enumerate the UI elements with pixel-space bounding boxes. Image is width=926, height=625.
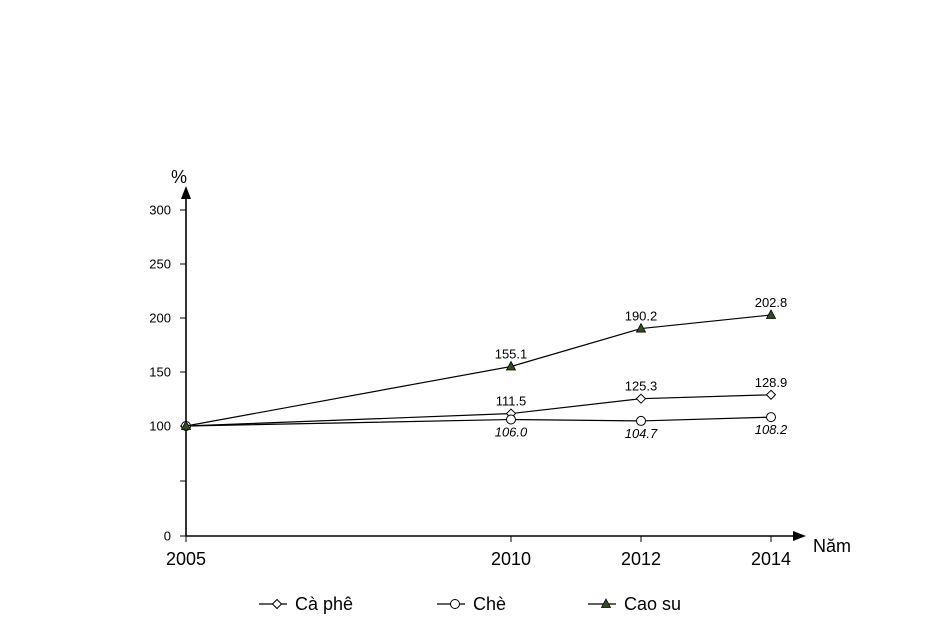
y-tick-label-200: 200 <box>149 311 171 326</box>
legend-item-ca-phe: Cà phê <box>259 594 353 614</box>
point-ca-phe-2012 <box>635 393 647 404</box>
x-ticks: 2005 2010 2012 2014 <box>166 536 791 569</box>
point-che-2014 <box>766 412 776 423</box>
point-ca-phe-2014 <box>765 389 777 400</box>
legend-marker-cao-su <box>600 598 612 608</box>
y-tick-label-0: 0 <box>164 529 171 544</box>
data-label-che-2012: 104.7 <box>625 426 658 441</box>
axes: % Năm <box>171 167 851 556</box>
legend-label-cao-su: Cao su <box>624 594 681 614</box>
x-tick-label-2010: 2010 <box>491 549 531 569</box>
x-tick-label-2014: 2014 <box>751 549 791 569</box>
series-line-ca-phe <box>185 394 772 427</box>
x-axis-title: Năm <box>813 536 851 556</box>
data-label-cao-su-2010: 155.1 <box>495 346 528 361</box>
legend-label-che: Chè <box>473 594 506 614</box>
point-cao-su-2005 <box>180 420 192 430</box>
y-ticks: 0 100 150 200 250 300 <box>149 203 186 544</box>
data-label-ca-phe-2014: 128.9 <box>755 375 788 390</box>
y-tick-label-250: 250 <box>149 257 171 272</box>
x-axis-arrow <box>793 531 806 541</box>
data-label-che-2010: 106.0 <box>495 425 528 440</box>
data-label-cao-su-2014: 202.8 <box>755 295 788 310</box>
legend-label-ca-phe: Cà phê <box>295 594 353 614</box>
y-axis-title: % <box>171 167 187 187</box>
y-tick-label-300: 300 <box>149 203 171 218</box>
data-label-ca-phe-2012: 125.3 <box>625 379 658 394</box>
legend-item-cao-su: Cao su <box>588 594 681 614</box>
point-cao-su-2012 <box>635 322 647 333</box>
point-che-2010 <box>506 414 516 425</box>
x-tick-label-2012: 2012 <box>621 549 661 569</box>
data-label-che-2014: 108.2 <box>755 422 788 437</box>
data-label-ca-phe-2010: 111.5 <box>496 394 527 409</box>
legend-item-che: Chè <box>437 594 506 614</box>
series-line-cao-su <box>185 314 772 427</box>
point-cao-su-2010 <box>505 360 517 371</box>
series-line-che <box>185 416 772 427</box>
data-labels: 111.5 125.3 128.9 106.0 104.7 108.2 155.1 190.2… <box>495 295 788 441</box>
series-group <box>180 309 777 432</box>
point-che-2012 <box>636 415 646 426</box>
y-tick-label-100: 100 <box>149 419 171 434</box>
y-tick-label-150: 150 <box>149 365 171 380</box>
data-label-cao-su-2012: 190.2 <box>625 309 658 324</box>
x-tick-label-2005: 2005 <box>166 549 206 569</box>
legend-marker-ca-phe <box>271 598 283 610</box>
legend: Cà phê Chè Cao su <box>259 594 681 614</box>
y-axis-arrow <box>181 186 191 199</box>
legend-marker-che <box>450 599 460 609</box>
point-cao-su-2014 <box>765 309 777 319</box>
